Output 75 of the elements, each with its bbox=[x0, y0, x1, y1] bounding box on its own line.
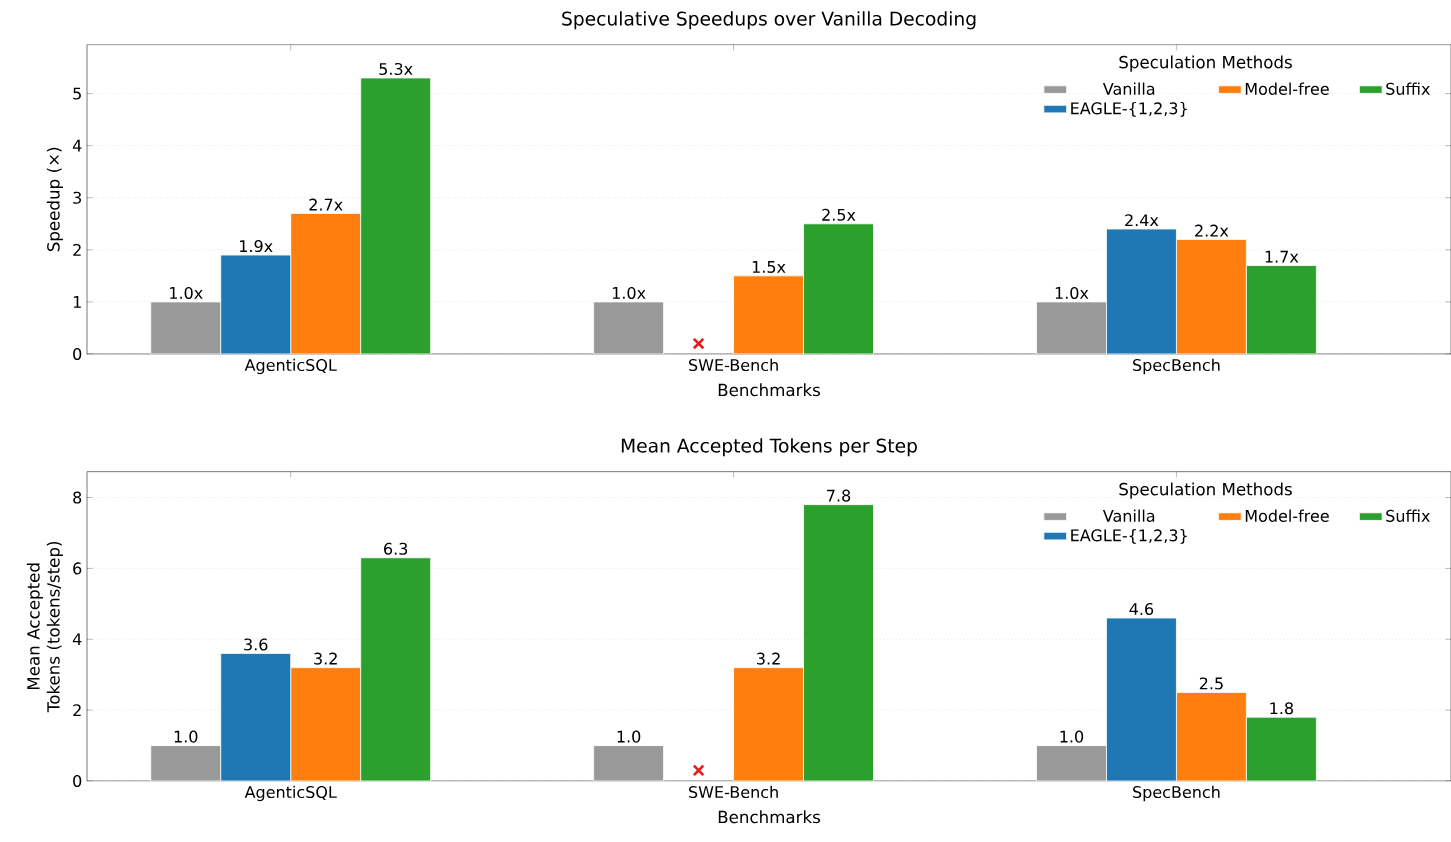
data-label: 1.0 bbox=[1060, 730, 1084, 743]
legend-label: Model-free bbox=[1245, 509, 1329, 522]
bar bbox=[1246, 716, 1317, 781]
bar bbox=[803, 504, 874, 781]
y-tick-label: 1 bbox=[73, 296, 81, 308]
bar bbox=[1176, 692, 1247, 781]
bar bbox=[733, 667, 804, 781]
data-label: 5.3x bbox=[379, 62, 413, 76]
data-label: 1.5x bbox=[752, 261, 786, 273]
y-tick-label: 2 bbox=[73, 243, 81, 256]
bar bbox=[360, 557, 432, 781]
legend-label: Suffix bbox=[1386, 82, 1430, 95]
data-label: 2.5 bbox=[1199, 677, 1223, 690]
x-tick-label: SWE-Bench bbox=[689, 358, 778, 372]
bar bbox=[1106, 228, 1177, 354]
data-label: 2.2x bbox=[1195, 224, 1229, 237]
data-label: 6.3 bbox=[384, 542, 408, 555]
legend-label: EAGLE-{1,2,3} bbox=[1071, 102, 1187, 117]
y-tick-label: 6 bbox=[73, 562, 82, 575]
y-tick-label: 4 bbox=[72, 139, 82, 152]
bar bbox=[803, 223, 874, 354]
data-label: 3.2 bbox=[314, 652, 337, 665]
legend-label: Vanilla bbox=[1102, 509, 1155, 522]
bar bbox=[1246, 265, 1317, 354]
bar bbox=[593, 745, 664, 781]
y-tick-label: 8 bbox=[73, 491, 82, 504]
x-axis-title: Benchmarks bbox=[718, 810, 820, 824]
data-label: 1.0 bbox=[174, 730, 198, 743]
bar bbox=[150, 301, 222, 354]
x-tick-label: SpecBench bbox=[1133, 785, 1220, 802]
bar bbox=[290, 667, 362, 781]
bar bbox=[360, 77, 432, 354]
y-tick-label: 0 bbox=[73, 347, 82, 361]
y-tick-label: 5 bbox=[73, 87, 81, 100]
chart-title: Mean Accepted Tokens per Step bbox=[621, 438, 917, 457]
data-label: 1.9x bbox=[240, 240, 273, 253]
data-label: 1.8 bbox=[1270, 702, 1294, 715]
bar bbox=[220, 254, 292, 354]
data-label: 3.2 bbox=[757, 652, 780, 665]
data-label: 3.6 bbox=[244, 638, 268, 651]
x-tick-label: SpecBench bbox=[1133, 358, 1220, 375]
x-axis-title: Benchmarks bbox=[718, 383, 820, 397]
data-label: 2.7x bbox=[309, 198, 343, 211]
legend-title: Speculation Methods bbox=[1119, 482, 1292, 499]
x-tick-label: AgenticSQL bbox=[244, 785, 337, 802]
bar bbox=[1176, 239, 1247, 354]
y-tick-label: 4 bbox=[72, 633, 82, 646]
legend-label: Suffix bbox=[1386, 509, 1430, 522]
y-axis-title: Speedup (×) bbox=[46, 147, 63, 252]
y-tick-label: 0 bbox=[73, 774, 82, 788]
bar bbox=[593, 301, 664, 354]
legend-title: Speculation Methods bbox=[1119, 55, 1292, 72]
x-tick-label: AgenticSQL bbox=[244, 358, 337, 375]
legend-label: EAGLE-{1,2,3} bbox=[1071, 529, 1187, 544]
data-label: 1.0x bbox=[170, 286, 203, 299]
x-tick-label: SWE-Bench bbox=[689, 785, 778, 799]
data-label: 1.0 bbox=[617, 730, 641, 743]
bar bbox=[290, 212, 362, 354]
bar bbox=[150, 745, 222, 781]
legend-label: Model-free bbox=[1245, 82, 1329, 95]
y-axis-title: Mean Accepted Tokens (tokens/step) bbox=[26, 541, 63, 713]
y-tick-label: 3 bbox=[73, 191, 81, 204]
data-label: 1.0x bbox=[612, 286, 646, 299]
legend-label: Vanilla bbox=[1102, 82, 1155, 95]
bar bbox=[1036, 301, 1107, 354]
data-label: 2.5x bbox=[822, 208, 856, 221]
data-label: 2.4x bbox=[1125, 214, 1159, 227]
chart-title: Speculative Speedups over Vanilla Decoding bbox=[562, 11, 976, 30]
data-label: 1.7x bbox=[1265, 250, 1299, 263]
y-tick-label: 2 bbox=[73, 704, 81, 717]
bar bbox=[1036, 745, 1107, 781]
data-label: 1.0x bbox=[1055, 286, 1089, 299]
data-label: 4.6 bbox=[1129, 602, 1154, 616]
data-label: 7.8 bbox=[827, 489, 851, 502]
bar bbox=[733, 275, 804, 354]
